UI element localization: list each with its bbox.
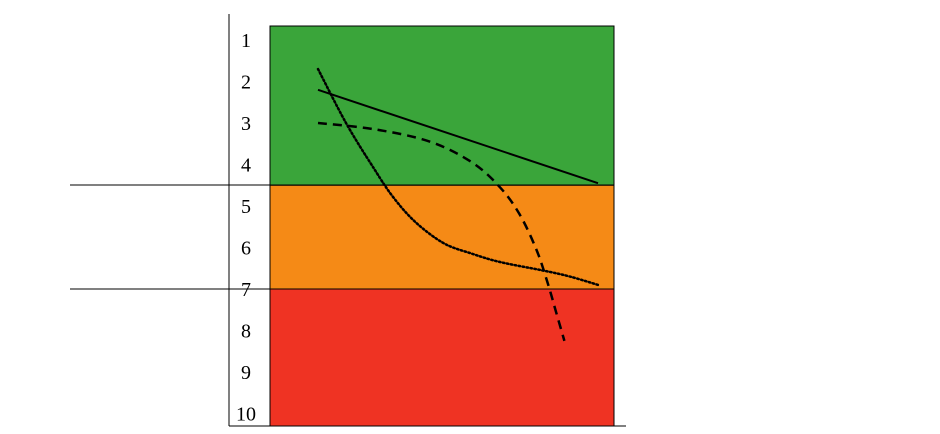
series-layer <box>316 67 600 342</box>
y-tick-label: 10 <box>236 404 256 426</box>
zone-red <box>269 288 615 427</box>
dashed-series-line <box>317 121 566 342</box>
zone-orange <box>269 184 615 290</box>
y-tick-label: 4 <box>241 155 251 177</box>
dotted-series-line <box>316 67 600 287</box>
axis-layer <box>228 14 626 427</box>
y-tick-label: 3 <box>241 113 251 135</box>
y-tick-label: 5 <box>241 196 251 218</box>
y-tick-label: 1 <box>241 30 251 52</box>
y-tick-label: 7 <box>241 279 251 301</box>
y-tick-label: 2 <box>241 72 251 94</box>
solid-series-line <box>317 88 599 185</box>
threshold-lines <box>70 184 614 290</box>
y-tick-labels: 1 2 3 4 5 6 7 8 9 10 <box>236 30 256 426</box>
zone-green <box>269 25 615 186</box>
y-tick-label: 8 <box>241 321 251 343</box>
y-tick-label: 6 <box>241 238 251 260</box>
zones-layer <box>269 25 615 427</box>
y-tick-label: 9 <box>241 362 251 384</box>
